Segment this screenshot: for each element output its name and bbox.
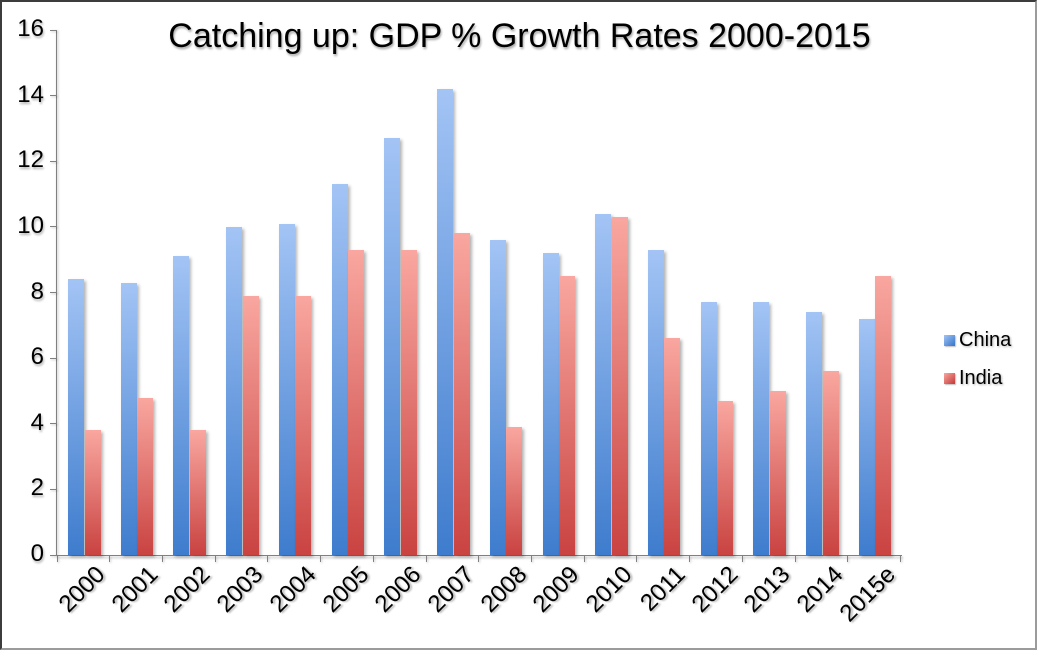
bar-india-2013 <box>769 390 786 555</box>
x-tick <box>478 556 480 562</box>
x-tick <box>425 556 427 562</box>
y-tick <box>50 488 57 490</box>
legend-item-india: India <box>944 367 1002 389</box>
x-tick-label: 2015e <box>835 561 902 628</box>
bar-china-2007 <box>437 89 454 555</box>
x-tick <box>636 556 638 562</box>
x-tick-label: 2006 <box>369 561 427 618</box>
x-tick <box>847 556 849 562</box>
x-tick-label: 2003 <box>211 561 269 618</box>
bar-india-2007 <box>453 233 470 555</box>
y-tick-label: 8 <box>30 277 44 305</box>
x-tick-label: 2002 <box>159 561 216 618</box>
x-tick <box>214 556 216 562</box>
bar-china-2010 <box>595 213 612 555</box>
x-tick-label: 2009 <box>528 561 585 618</box>
bar-china-2014 <box>806 312 823 555</box>
x-tick <box>56 556 58 562</box>
x-tick <box>900 556 902 562</box>
bar-india-2011 <box>664 338 681 555</box>
x-tick <box>741 556 743 562</box>
bar-india-2010 <box>611 217 628 555</box>
x-tick <box>161 556 163 562</box>
y-tick-label: 16 <box>17 15 44 42</box>
y-tick <box>50 423 57 425</box>
x-tick <box>372 556 374 562</box>
y-tick-label: 10 <box>17 211 44 239</box>
y-tick-label: 14 <box>17 80 44 108</box>
bar-india-2014 <box>822 371 839 555</box>
x-tick <box>689 556 691 562</box>
bar-china-2012 <box>700 302 717 555</box>
y-tick <box>50 554 57 556</box>
x-tick <box>531 556 533 562</box>
x-tick-label: 2011 <box>634 561 691 617</box>
bar-india-2015e <box>875 276 892 555</box>
x-tick <box>320 556 322 562</box>
y-tick <box>50 95 57 97</box>
y-tick-label: 6 <box>30 343 44 371</box>
x-tick-label: 2012 <box>686 561 744 618</box>
bar-china-2013 <box>753 302 770 555</box>
legend-swatch-india-icon <box>944 372 955 384</box>
bar-india-2003 <box>242 295 259 555</box>
y-tick-label: 12 <box>17 146 44 174</box>
x-tick-label: 2005 <box>317 561 375 618</box>
y-tick-label: 4 <box>30 408 44 436</box>
bar-china-2003 <box>226 226 243 555</box>
x-tick-label: 2001 <box>106 561 164 618</box>
bar-india-2002 <box>189 430 206 555</box>
x-tick-label: 2008 <box>475 561 533 618</box>
bar-india-2001 <box>137 397 154 555</box>
x-tick <box>794 556 796 562</box>
x-axis-line <box>56 555 902 556</box>
bar-india-2009 <box>559 276 576 555</box>
bar-india-2006 <box>400 249 417 555</box>
y-tick <box>50 226 57 228</box>
bar-india-2012 <box>717 400 734 555</box>
bar-india-2005 <box>348 249 365 555</box>
chart-title: Catching up: GDP % Growth Rates 2000-201… <box>168 17 871 55</box>
bar-india-2000 <box>84 430 101 555</box>
x-tick-label: 2013 <box>739 561 796 618</box>
bar-china-2006 <box>384 138 401 555</box>
bar-china-2000 <box>68 279 84 555</box>
bar-china-2008 <box>489 240 506 555</box>
y-tick-label: 2 <box>30 474 44 502</box>
bar-india-2008 <box>506 427 523 555</box>
bar-china-2001 <box>120 282 137 555</box>
x-tick-label: 2007 <box>422 561 480 618</box>
y-tick <box>50 292 57 293</box>
x-tick-label: 2004 <box>264 561 322 618</box>
y-tick <box>50 160 57 162</box>
legend-swatch-china-icon <box>944 334 955 346</box>
x-tick <box>583 556 585 562</box>
bar-china-2011 <box>647 249 664 555</box>
y-tick-label: 0 <box>30 540 44 567</box>
legend-label: India <box>959 366 1003 389</box>
legend-item-china: China <box>944 329 1011 351</box>
bar-china-2005 <box>331 184 348 555</box>
bar-india-2004 <box>295 295 312 555</box>
y-tick <box>50 29 57 31</box>
bar-china-2015e <box>858 318 875 555</box>
bar-china-2004 <box>278 223 295 555</box>
legend-label: China <box>959 328 1012 351</box>
bar-china-2002 <box>173 256 190 555</box>
bar-china-2009 <box>542 253 559 555</box>
x-tick-label: 2000 <box>53 561 111 618</box>
x-tick-label: 2010 <box>580 561 638 618</box>
y-tick <box>50 357 57 359</box>
x-tick <box>109 556 111 562</box>
x-tick <box>267 556 269 562</box>
